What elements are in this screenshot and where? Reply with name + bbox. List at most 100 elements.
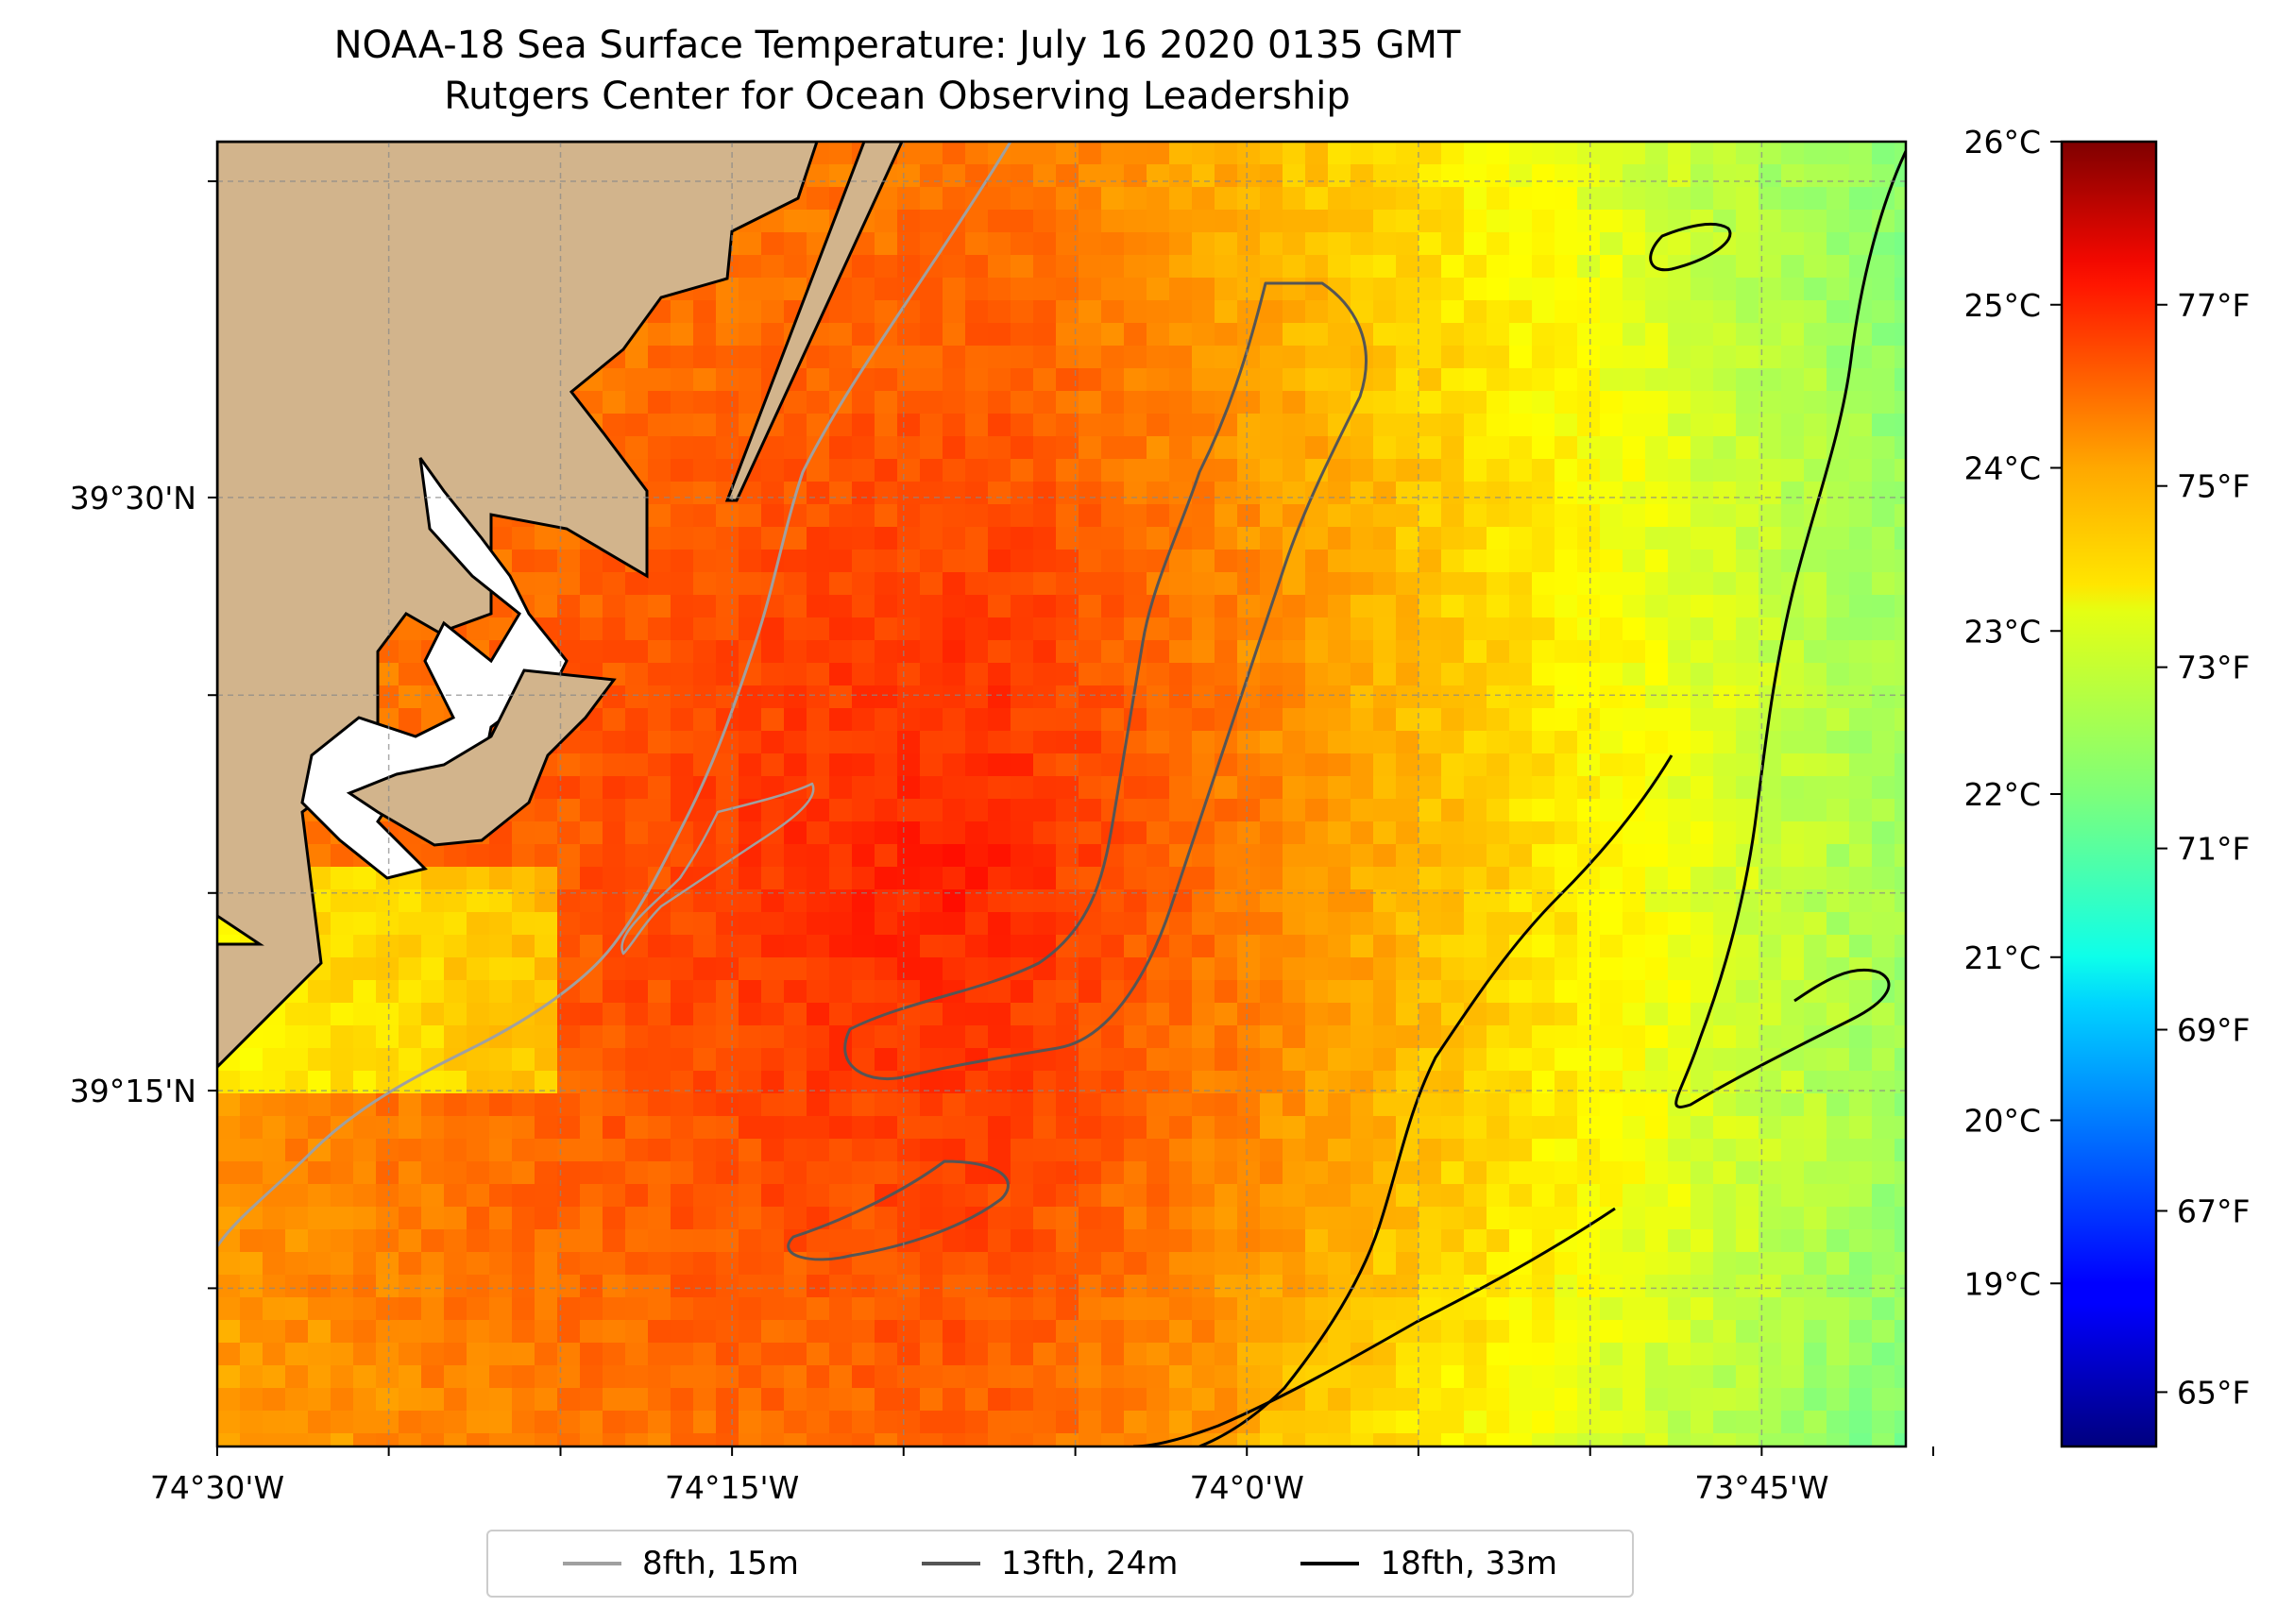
sst-cell bbox=[988, 346, 1011, 369]
sst-cell bbox=[1260, 1207, 1283, 1230]
sst-cell bbox=[1101, 1161, 1125, 1185]
sst-cell bbox=[1101, 1139, 1125, 1162]
sst-cell bbox=[1192, 1297, 1215, 1321]
sst-cell bbox=[943, 1229, 966, 1253]
sst-cell bbox=[1328, 731, 1351, 754]
sst-cell bbox=[1124, 346, 1147, 369]
sst-cell bbox=[1396, 1343, 1419, 1366]
sst-cell bbox=[784, 414, 807, 437]
sst-cell bbox=[1237, 844, 1261, 868]
sst-cell bbox=[399, 1275, 422, 1298]
sst-cell bbox=[1600, 1297, 1623, 1321]
sst-cell bbox=[807, 1161, 830, 1185]
sst-cell bbox=[1101, 210, 1125, 233]
sst-cell bbox=[1419, 1093, 1442, 1117]
sst-cell bbox=[943, 164, 966, 188]
sst-cell bbox=[693, 957, 717, 981]
sst-cell bbox=[1713, 776, 1737, 800]
fahrenheit-tick-label: 67°F bbox=[2177, 1193, 2250, 1229]
sst-cell bbox=[1169, 300, 1193, 324]
sst-cell bbox=[1668, 1229, 1691, 1253]
sst-cell bbox=[1215, 1275, 1238, 1298]
sst-cell bbox=[1373, 1003, 1397, 1026]
sst-cell bbox=[1849, 1297, 1873, 1321]
sst-cell bbox=[761, 323, 785, 347]
sst-cell bbox=[1419, 935, 1442, 958]
sst-cell bbox=[875, 1025, 898, 1049]
sst-cell bbox=[1827, 980, 1850, 1004]
sst-cell bbox=[1849, 912, 1873, 936]
sst-cell bbox=[1736, 685, 1759, 709]
sst-cell bbox=[353, 1388, 377, 1412]
sst-cell bbox=[625, 617, 649, 641]
sst-cell bbox=[1192, 753, 1215, 777]
sst-cell bbox=[852, 459, 875, 482]
sst-cell bbox=[399, 912, 422, 936]
sst-cell bbox=[308, 844, 331, 868]
sst-cell bbox=[784, 640, 807, 664]
sst-cell bbox=[1804, 957, 1827, 981]
sst-cell bbox=[625, 799, 649, 822]
sst-cell bbox=[1713, 663, 1737, 686]
sst-cell bbox=[444, 912, 467, 936]
sst-cell bbox=[1169, 1229, 1193, 1253]
sst-cell bbox=[1283, 776, 1306, 800]
sst-cell bbox=[1305, 1048, 1329, 1072]
sst-cell bbox=[1804, 1003, 1827, 1026]
sst-cell bbox=[1351, 1048, 1374, 1072]
sst-cell bbox=[1033, 323, 1057, 347]
sst-cell bbox=[965, 1184, 989, 1208]
sst-cell bbox=[1192, 980, 1215, 1004]
sst-cell bbox=[1237, 708, 1261, 732]
sst-cell bbox=[1079, 640, 1102, 664]
sst-cell bbox=[965, 753, 989, 777]
sst-cell bbox=[535, 935, 558, 958]
sst-cell bbox=[1373, 867, 1397, 890]
sst-cell bbox=[1260, 346, 1283, 369]
sst-cell bbox=[1713, 1252, 1737, 1276]
sst-cell bbox=[897, 708, 921, 732]
sst-cell bbox=[1464, 278, 1487, 301]
sst-cell bbox=[1328, 1433, 1351, 1446]
sst-cell bbox=[1713, 527, 1737, 550]
sst-cell bbox=[965, 142, 989, 165]
sst-cell bbox=[1419, 867, 1442, 890]
sst-cell bbox=[353, 1252, 377, 1276]
sst-cell bbox=[1124, 799, 1147, 822]
sst-cell bbox=[1600, 1365, 1623, 1389]
sst-cell bbox=[1192, 232, 1215, 256]
sst-cell bbox=[943, 436, 966, 460]
sst-cell bbox=[1600, 300, 1623, 324]
sst-cell bbox=[1872, 1252, 1895, 1276]
sst-cell bbox=[1509, 1207, 1533, 1230]
sst-cell bbox=[988, 572, 1011, 596]
sst-cell bbox=[1804, 1411, 1827, 1434]
sst-cell bbox=[1079, 1229, 1102, 1253]
sst-cell bbox=[1668, 278, 1691, 301]
sst-cell bbox=[852, 1139, 875, 1162]
sst-cell bbox=[1487, 1093, 1510, 1117]
sst-cell bbox=[1464, 187, 1487, 211]
sst-cell bbox=[920, 731, 943, 754]
sst-cell bbox=[1328, 1048, 1351, 1072]
sst-cell bbox=[1713, 459, 1737, 482]
sst-cell bbox=[807, 346, 830, 369]
sst-cell bbox=[240, 1365, 263, 1389]
sst-cell bbox=[580, 799, 603, 822]
sst-cell bbox=[897, 414, 921, 437]
sst-cell bbox=[1169, 459, 1193, 482]
sst-cell bbox=[1509, 821, 1533, 845]
sst-cell bbox=[648, 640, 671, 664]
sst-cell bbox=[1781, 1048, 1805, 1072]
sst-cell bbox=[875, 867, 898, 890]
sst-cell bbox=[897, 753, 921, 777]
sst-cell bbox=[1872, 1411, 1895, 1434]
sst-cell bbox=[1351, 844, 1374, 868]
sst-cell bbox=[693, 1433, 717, 1446]
sst-cell bbox=[1532, 436, 1555, 460]
sst-cell bbox=[1373, 685, 1397, 709]
sst-cell bbox=[1555, 753, 1578, 777]
sst-cell bbox=[1328, 300, 1351, 324]
sst-cell bbox=[1555, 867, 1578, 890]
sst-cell bbox=[965, 957, 989, 981]
